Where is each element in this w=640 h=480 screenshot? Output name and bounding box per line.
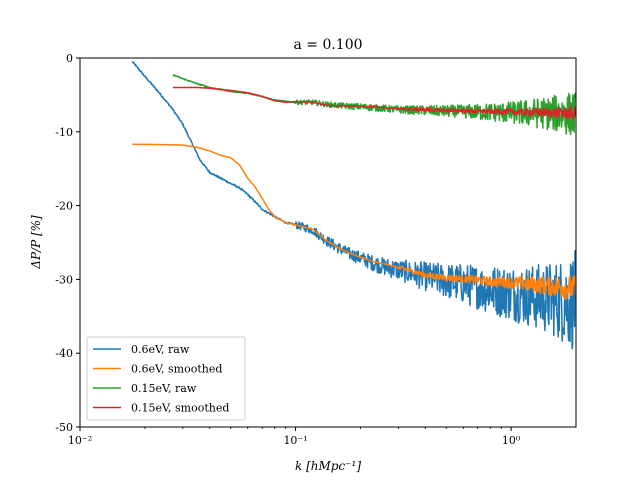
legend-label-0-15ev-raw: 0.15eV, raw xyxy=(131,382,197,395)
legend-label-0-15ev-smoothed: 0.15eV, smoothed xyxy=(131,402,229,415)
plot-frame xyxy=(79,57,577,428)
series-line-0-6ev-smoothed xyxy=(132,143,576,300)
y-axis-label: ΔP/P [%] xyxy=(29,215,43,270)
x-axis-label: k [hMpc⁻¹] xyxy=(295,459,361,473)
series-line-0-6ev-raw xyxy=(131,61,576,350)
y-tick-label: -10 xyxy=(55,126,73,139)
y-tick-label: -20 xyxy=(55,200,73,213)
y-tick-label: 0 xyxy=(66,52,73,65)
y-axis: 0 -10 -20 -30 -40 -50 xyxy=(55,52,80,434)
x-tick-label: 10⁻² xyxy=(68,434,92,447)
x-axis: 10⁻² 10⁻¹ 10⁰ xyxy=(68,427,521,447)
series-layer xyxy=(131,61,576,350)
series-line-0-15ev-raw xyxy=(172,73,576,136)
x-tick-label: 10⁰ xyxy=(502,434,521,447)
series-line-0-15ev-smoothed xyxy=(172,86,576,120)
legend-label-0-6ev-smoothed: 0.6eV, smoothed xyxy=(131,363,222,376)
y-tick-label: -50 xyxy=(55,421,73,434)
y-tick-label: -40 xyxy=(55,347,73,360)
legend-box xyxy=(86,336,246,421)
x-tick-label: 10⁻¹ xyxy=(283,434,307,447)
chart-title: a = 0.100 xyxy=(293,37,362,53)
legend-label-0-6ev-raw: 0.6eV, raw xyxy=(131,343,190,356)
x-axis-minor-ticks xyxy=(144,427,502,429)
legend: 0.6eV, raw 0.6eV, smoothed 0.15eV, raw 0.15… xyxy=(86,336,246,421)
y-tick-label: -30 xyxy=(55,273,73,286)
